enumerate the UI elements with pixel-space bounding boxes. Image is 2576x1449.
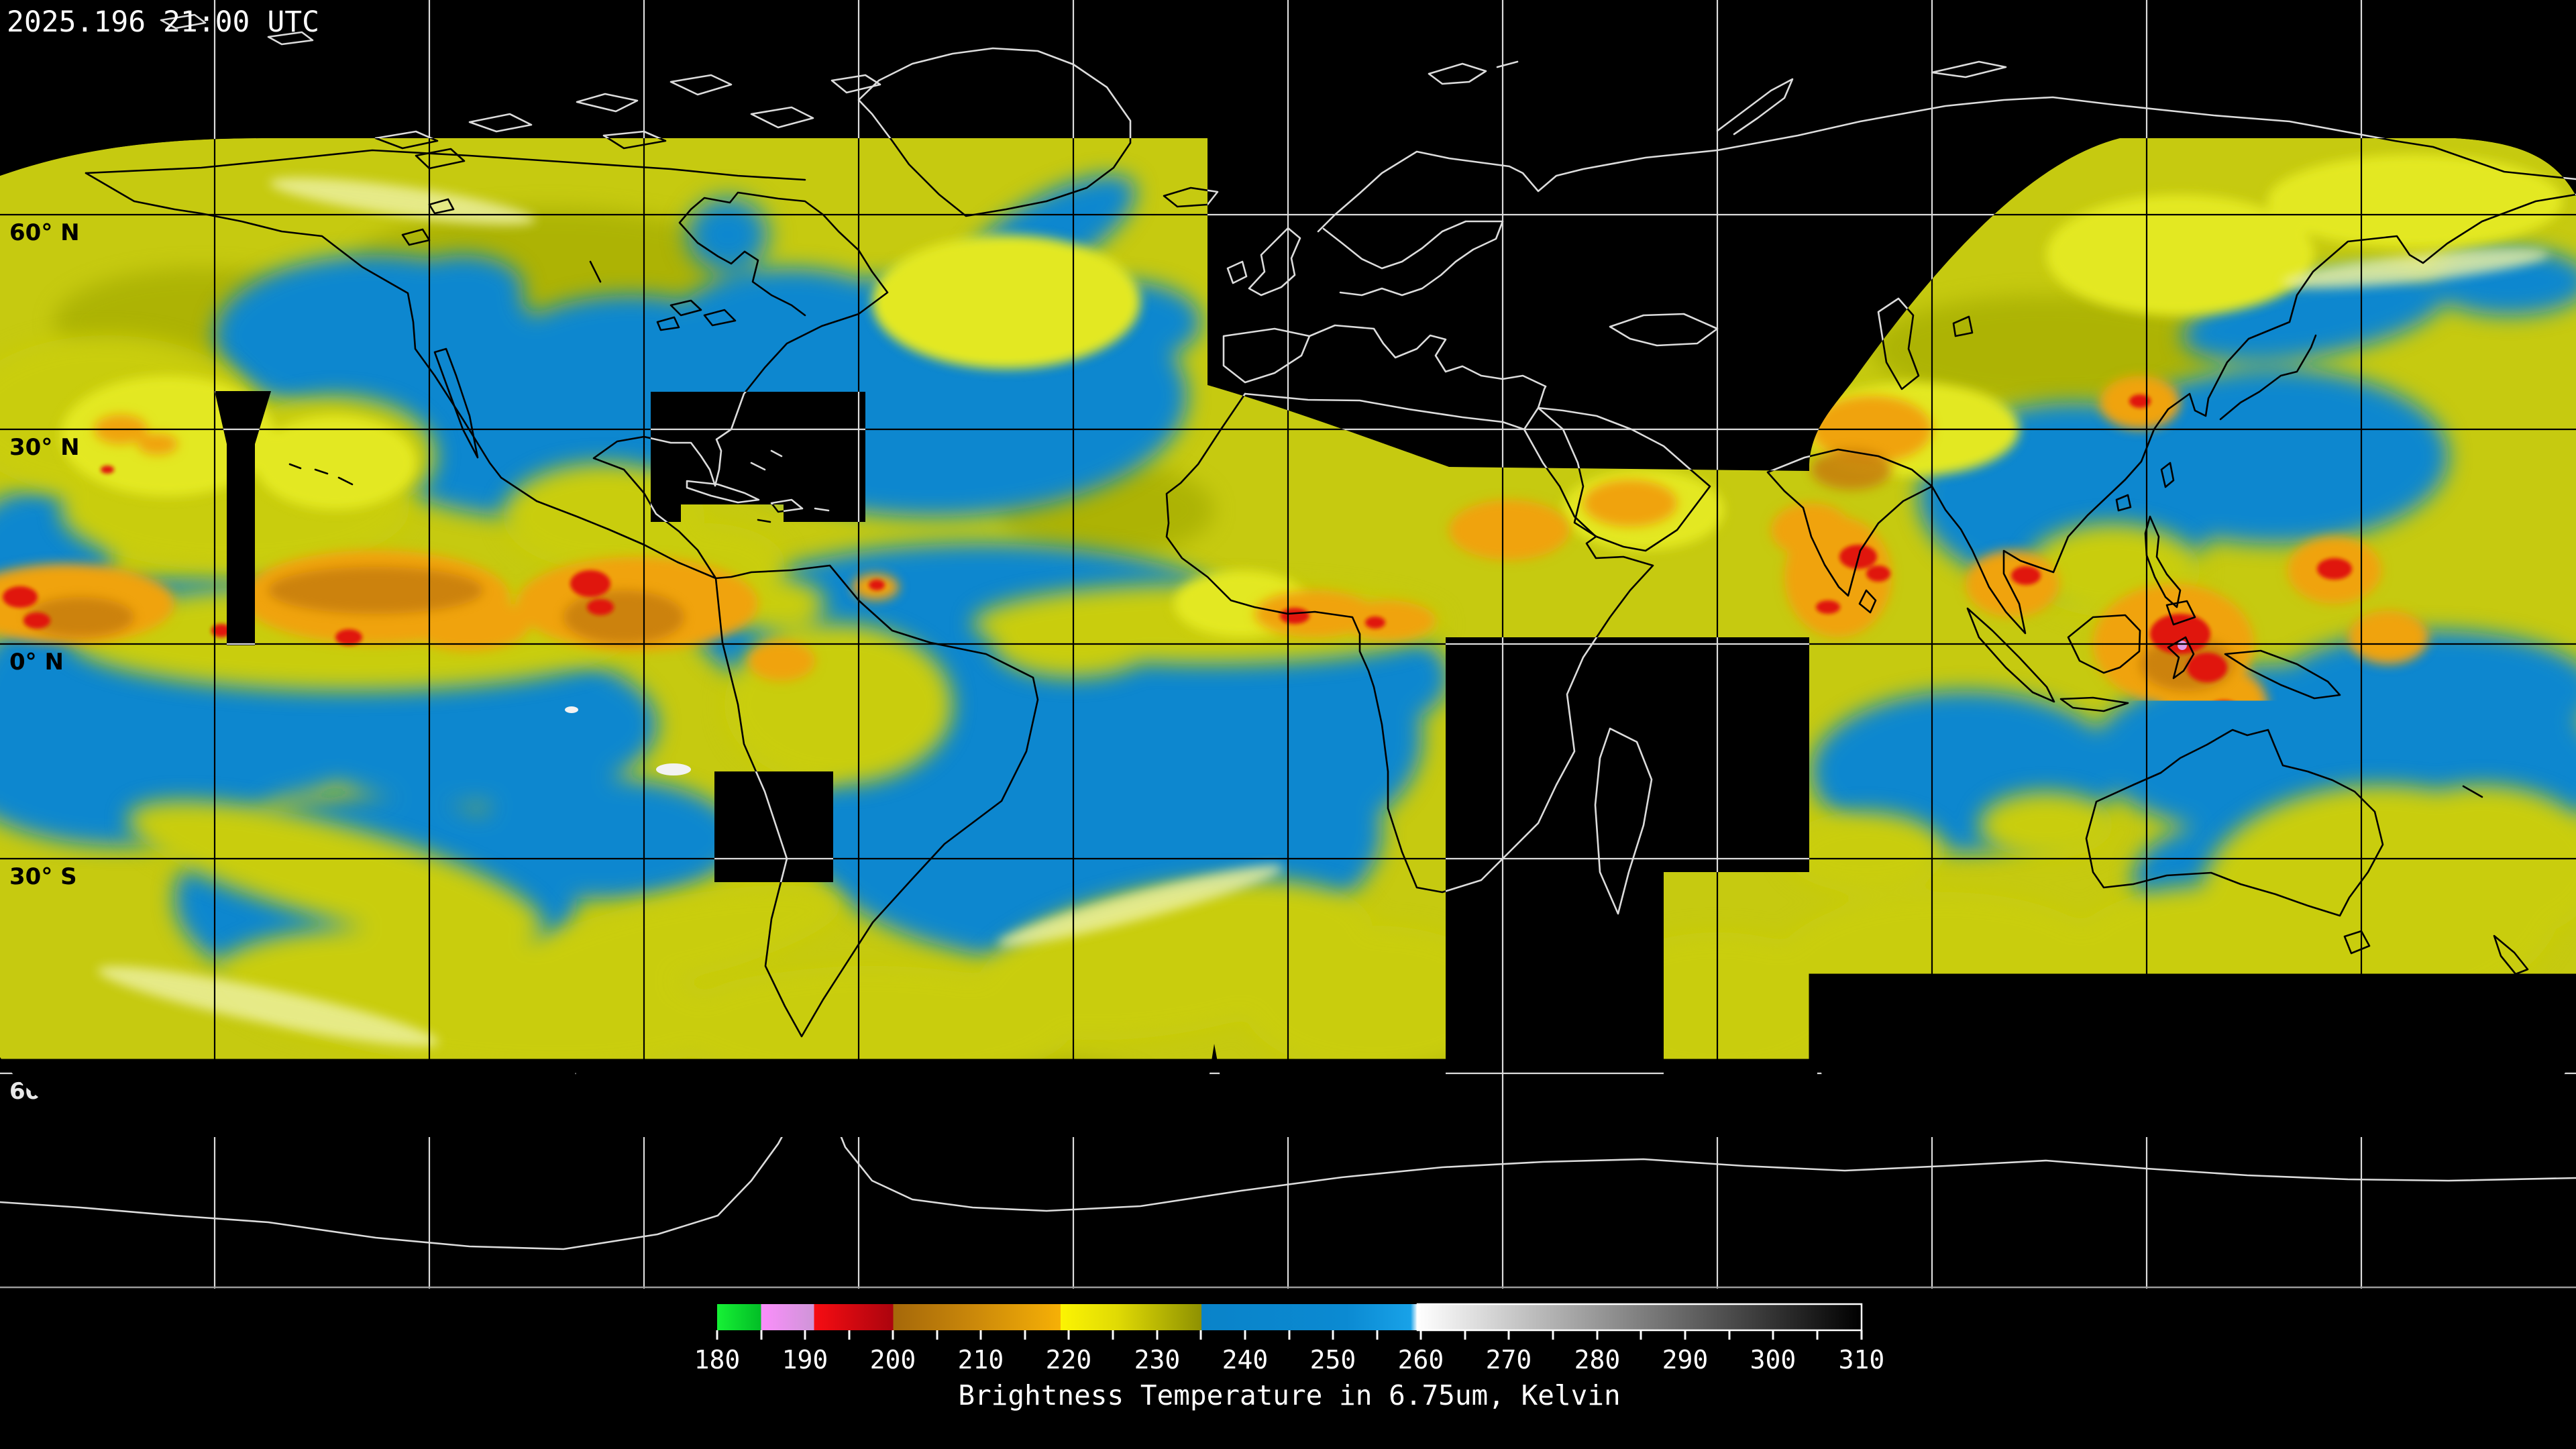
colorbar-tick-label: 200 [870,1345,916,1375]
colorbar-tick-label: 220 [1046,1345,1092,1375]
colorbar-tick-label: 300 [1750,1345,1796,1375]
timestamp: 2025.196 21:00 UTC [7,5,319,39]
map-canvas: 60° N 30° N 0° N 30° S 60° S [0,0,2576,1449]
colorbar-tick-label: 260 [1398,1345,1444,1375]
colorbar-tick-label: 240 [1222,1345,1269,1375]
colorbar-tick-label: 230 [1134,1345,1181,1375]
colorbar-caption: Brightness Temperature in 6.75um, Kelvin [958,1379,1620,1411]
colorbar-tick-label: 180 [694,1345,741,1375]
colorbar-tick-label: 250 [1310,1345,1356,1375]
colorbar-gradient-bar [717,1304,1862,1330]
satellite-wv-composite-screen: 60° N 30° N 0° N 30° S 60° S [0,0,2576,1449]
colorbar-tick-label: 290 [1662,1345,1709,1375]
colorbar-tick-label: 210 [958,1345,1004,1375]
colorbar-tick-label: 270 [1486,1345,1532,1375]
colorbar-tick-label: 190 [782,1345,828,1375]
colorbar-tick-label: 310 [1839,1345,1885,1375]
colorbar-tick-label: 280 [1574,1345,1621,1375]
